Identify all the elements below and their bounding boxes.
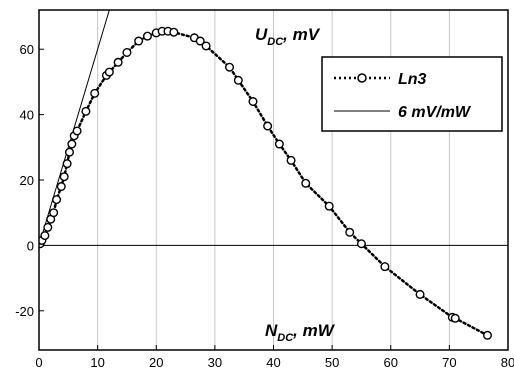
- data-point-ln3-38: [356, 239, 366, 249]
- y-tick-label-20: 20: [20, 173, 34, 188]
- x-tick-label-40: 40: [266, 355, 280, 370]
- data-point-ln3-3: [43, 222, 53, 232]
- x-axis-title: NDC, mW: [265, 321, 336, 344]
- legend: Ln3 6 mV/mW: [321, 56, 503, 132]
- x-tick-label-20: 20: [149, 355, 163, 370]
- series: [39, 10, 492, 340]
- data-point-ln3-10: [64, 147, 74, 157]
- data-point-ln3-20: [134, 36, 144, 46]
- data-point-ln3-5: [49, 208, 59, 218]
- grid: [97, 10, 450, 350]
- data-point-ln3-35: [301, 178, 311, 188]
- data-point-ln3-27: [195, 36, 205, 46]
- data-point-ln3-6: [52, 195, 62, 205]
- x-tick-label-10: 10: [90, 355, 104, 370]
- data-point-ln3-11: [67, 139, 77, 149]
- y-tick-label-40: 40: [20, 108, 34, 123]
- x-axis-title-main: N: [265, 321, 278, 340]
- data-point-ln3-34: [286, 155, 296, 165]
- y-axis-title-main: U: [255, 25, 268, 44]
- x-tick-label-50: 50: [325, 355, 339, 370]
- data-point-ln3-28: [201, 41, 211, 51]
- data-point-ln3-8: [59, 172, 69, 182]
- legend-label-ln3: Ln3: [398, 71, 427, 88]
- data-point-ln3-43: [482, 330, 492, 340]
- data-point-ln3-21: [142, 31, 152, 41]
- data-point-ln3-18: [113, 57, 123, 67]
- data-point-ln3-13: [72, 126, 82, 136]
- data-point-ln3-32: [263, 121, 273, 131]
- data-point-ln3-9: [62, 159, 72, 169]
- data-point-ln3-39: [380, 262, 390, 272]
- data-point-ln3-33: [274, 139, 284, 149]
- legend-box: [321, 56, 503, 132]
- data-point-ln3-7: [56, 182, 66, 192]
- y-tick-label--20: -20: [15, 304, 34, 319]
- x-tick-label-80: 80: [501, 355, 514, 370]
- legend-marker-ln3: [357, 73, 367, 83]
- y-tick-label-60: 60: [20, 42, 34, 57]
- data-point-ln3-15: [90, 88, 100, 98]
- y-axis-title-suffix: , mV: [282, 25, 321, 44]
- legend-label-6mv: 6 mV/mW: [398, 104, 472, 121]
- data-point-ln3-19: [122, 48, 132, 58]
- data-point-ln3-17: [104, 67, 114, 77]
- series-line-6mv: [39, 10, 110, 246]
- x-axis-title-suffix: , mW: [292, 321, 336, 340]
- data-point-ln3-40: [415, 289, 425, 299]
- data-point-ln3-31: [248, 97, 258, 107]
- data-point-ln3-37: [345, 227, 355, 237]
- plot-frame: [38, 9, 509, 351]
- data-point-ln3-2: [40, 231, 50, 241]
- data-point-ln3-25: [169, 27, 179, 37]
- data-point-ln3-14: [81, 106, 91, 116]
- data-point-ln3-29: [225, 62, 235, 72]
- y-axis-title-sub: DC: [267, 36, 284, 48]
- x-tick-label-30: 30: [208, 355, 222, 370]
- x-axis-title-sub: DC: [277, 332, 294, 344]
- x-tick-label-60: 60: [384, 355, 398, 370]
- y-axis-title: UDC, mV: [255, 25, 321, 48]
- ticks: 0 10 20 30 40 50 60 70 80 -20 0 20 40 60: [15, 42, 514, 370]
- x-tick-label-0: 0: [35, 355, 42, 370]
- x-tick-label-70: 70: [442, 355, 456, 370]
- data-point-ln3-30: [233, 75, 243, 85]
- data-point-ln3-36: [324, 201, 334, 211]
- y-tick-label-0: 0: [27, 238, 34, 253]
- data-point-ln3-42: [450, 313, 460, 323]
